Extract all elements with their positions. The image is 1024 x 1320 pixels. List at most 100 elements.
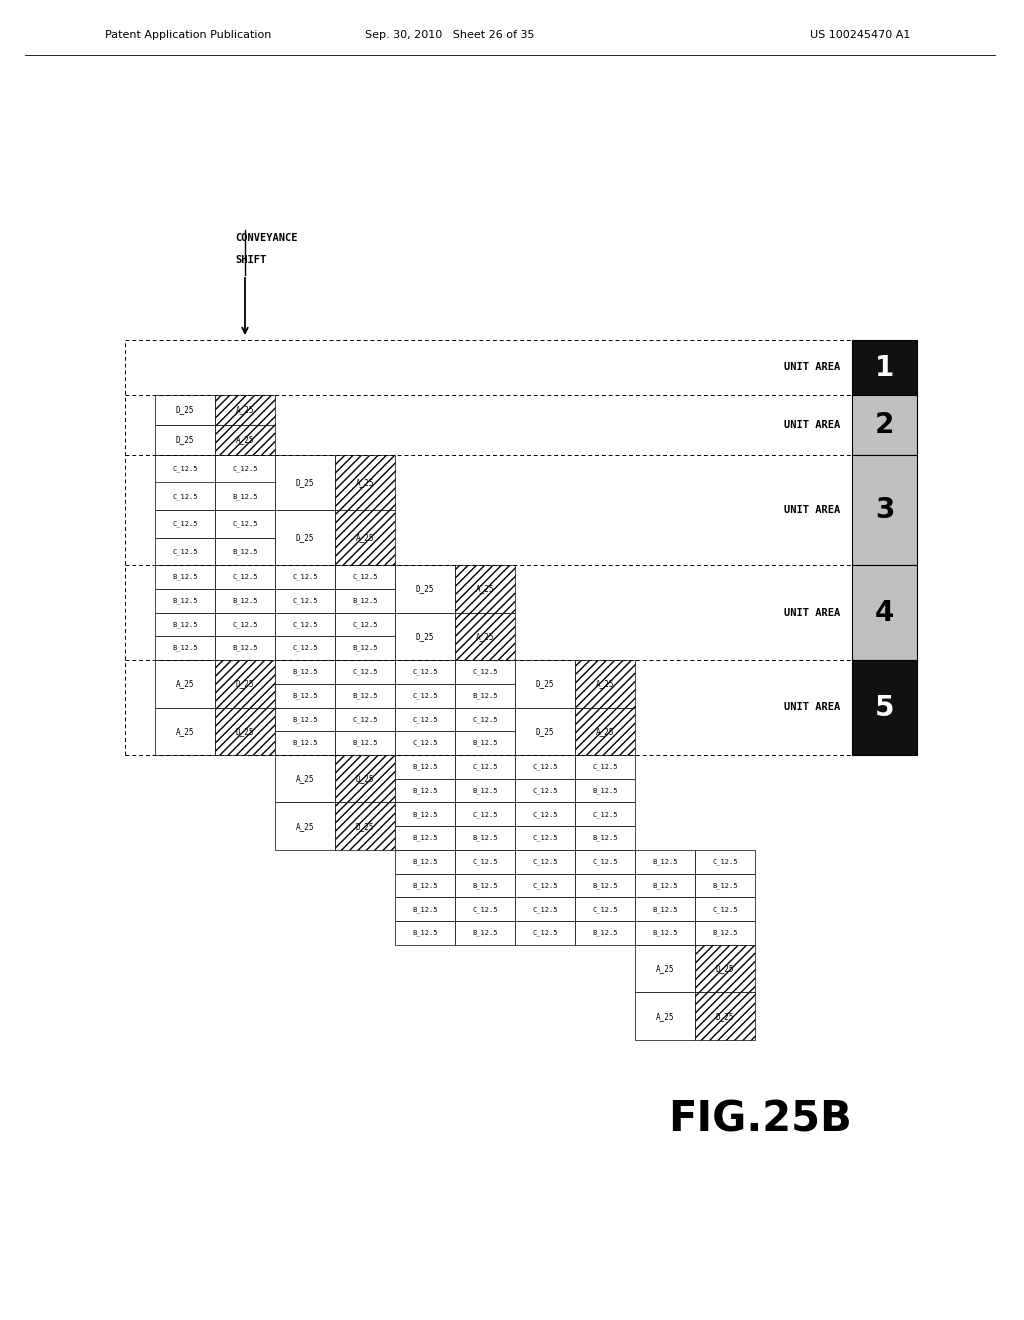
Text: A_25: A_25 bbox=[176, 727, 195, 735]
Bar bbox=[575, 779, 635, 803]
Bar bbox=[275, 565, 335, 589]
Text: C_12.5: C_12.5 bbox=[292, 620, 317, 628]
Text: B_12.5: B_12.5 bbox=[232, 492, 258, 499]
Bar bbox=[515, 660, 575, 708]
Bar bbox=[215, 708, 275, 755]
Bar bbox=[395, 684, 455, 708]
Bar bbox=[395, 850, 455, 874]
Bar bbox=[335, 731, 395, 755]
Text: A_25: A_25 bbox=[596, 680, 614, 688]
Bar bbox=[335, 660, 395, 684]
Bar bbox=[275, 589, 335, 612]
Text: 1: 1 bbox=[874, 354, 894, 381]
Text: B_12.5: B_12.5 bbox=[592, 929, 617, 936]
Bar bbox=[515, 850, 575, 874]
Text: C_12.5: C_12.5 bbox=[292, 644, 317, 652]
Text: C_12.5: C_12.5 bbox=[413, 668, 437, 676]
Bar bbox=[852, 660, 918, 755]
Text: B_12.5: B_12.5 bbox=[713, 882, 737, 888]
Text: Patent Application Publication: Patent Application Publication bbox=[105, 30, 271, 40]
Text: B_12.5: B_12.5 bbox=[232, 548, 258, 554]
Text: D_25: D_25 bbox=[176, 405, 195, 414]
Bar bbox=[635, 850, 695, 874]
Text: C_12.5: C_12.5 bbox=[352, 574, 378, 581]
Bar bbox=[395, 708, 455, 731]
Text: B_12.5: B_12.5 bbox=[472, 692, 498, 700]
Text: C_12.5: C_12.5 bbox=[352, 715, 378, 722]
Text: C_12.5: C_12.5 bbox=[472, 858, 498, 865]
Bar bbox=[155, 612, 215, 636]
Text: C_12.5: C_12.5 bbox=[172, 466, 198, 473]
Bar bbox=[395, 731, 455, 755]
Text: D_25: D_25 bbox=[296, 478, 314, 487]
Text: C_12.5: C_12.5 bbox=[413, 739, 437, 746]
Bar bbox=[455, 803, 515, 826]
Bar bbox=[515, 779, 575, 803]
Bar bbox=[635, 945, 695, 993]
Text: A_25: A_25 bbox=[236, 436, 254, 445]
Bar bbox=[455, 898, 515, 921]
Bar bbox=[395, 755, 455, 779]
Bar bbox=[395, 874, 455, 898]
Text: D_25: D_25 bbox=[296, 533, 314, 543]
Bar bbox=[275, 708, 335, 731]
Text: C_12.5: C_12.5 bbox=[232, 620, 258, 628]
Text: D_25: D_25 bbox=[176, 436, 195, 445]
Text: UNIT AREA: UNIT AREA bbox=[783, 607, 840, 618]
Bar bbox=[515, 898, 575, 921]
Text: B_12.5: B_12.5 bbox=[172, 644, 198, 652]
Text: B_12.5: B_12.5 bbox=[292, 715, 317, 722]
Bar bbox=[395, 826, 455, 850]
Bar bbox=[395, 660, 455, 684]
Bar bbox=[215, 565, 275, 589]
Text: C_12.5: C_12.5 bbox=[532, 906, 558, 912]
Bar bbox=[275, 612, 335, 636]
Text: C_12.5: C_12.5 bbox=[592, 906, 617, 912]
Text: D_25: D_25 bbox=[355, 775, 374, 783]
Bar bbox=[575, 803, 635, 826]
Text: C_12.5: C_12.5 bbox=[472, 810, 498, 817]
Bar bbox=[852, 341, 918, 395]
Bar bbox=[395, 803, 455, 826]
Text: B_12.5: B_12.5 bbox=[713, 929, 737, 936]
Text: C_12.5: C_12.5 bbox=[232, 520, 258, 527]
Text: C_12.5: C_12.5 bbox=[292, 574, 317, 581]
Text: C_12.5: C_12.5 bbox=[532, 763, 558, 770]
Bar bbox=[635, 993, 695, 1040]
Text: UNIT AREA: UNIT AREA bbox=[783, 506, 840, 515]
Text: A_25: A_25 bbox=[355, 478, 374, 487]
Bar bbox=[515, 874, 575, 898]
Text: B_12.5: B_12.5 bbox=[413, 787, 437, 793]
Text: B_12.5: B_12.5 bbox=[472, 929, 498, 936]
Text: B_12.5: B_12.5 bbox=[652, 906, 678, 912]
Bar bbox=[335, 684, 395, 708]
Text: B_12.5: B_12.5 bbox=[472, 787, 498, 793]
Text: B_12.5: B_12.5 bbox=[472, 834, 498, 841]
Bar bbox=[275, 660, 335, 684]
Text: C_12.5: C_12.5 bbox=[172, 548, 198, 554]
Bar bbox=[335, 636, 395, 660]
Bar bbox=[455, 731, 515, 755]
Bar bbox=[215, 483, 275, 510]
Bar bbox=[575, 921, 635, 945]
Bar bbox=[155, 636, 215, 660]
Bar bbox=[155, 483, 215, 510]
Text: A_25: A_25 bbox=[476, 585, 495, 593]
Bar bbox=[575, 660, 635, 708]
Bar bbox=[635, 921, 695, 945]
Bar bbox=[695, 945, 755, 993]
Bar bbox=[515, 921, 575, 945]
Text: D_25: D_25 bbox=[716, 1011, 734, 1020]
Text: Sep. 30, 2010   Sheet 26 of 35: Sep. 30, 2010 Sheet 26 of 35 bbox=[366, 30, 535, 40]
Bar bbox=[575, 755, 635, 779]
Text: B_12.5: B_12.5 bbox=[413, 858, 437, 865]
Text: C_12.5: C_12.5 bbox=[413, 715, 437, 722]
Text: C_12.5: C_12.5 bbox=[592, 763, 617, 770]
Text: B_12.5: B_12.5 bbox=[413, 929, 437, 936]
Bar bbox=[155, 510, 215, 537]
Bar bbox=[275, 684, 335, 708]
Bar bbox=[155, 455, 215, 483]
Bar bbox=[695, 993, 755, 1040]
Text: B_12.5: B_12.5 bbox=[352, 644, 378, 652]
Text: B_12.5: B_12.5 bbox=[472, 739, 498, 746]
